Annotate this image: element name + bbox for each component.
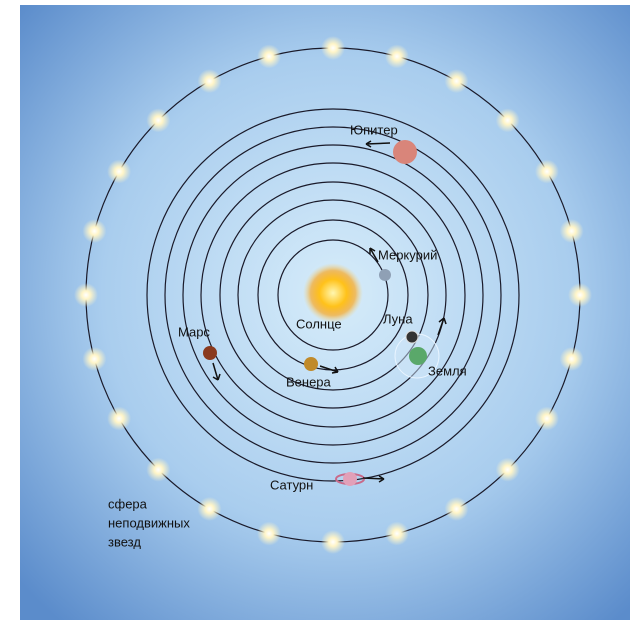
moon	[406, 331, 418, 343]
star	[445, 69, 469, 93]
star	[82, 219, 106, 243]
label: Земля	[428, 363, 467, 378]
star	[321, 530, 345, 554]
label: неподвижных	[108, 515, 190, 530]
label: Юпитер	[350, 122, 398, 137]
star	[496, 458, 520, 482]
star	[74, 283, 98, 307]
label: Луна	[383, 311, 413, 326]
label: звезд	[108, 534, 141, 549]
label: Солнце	[296, 316, 342, 331]
star	[445, 497, 469, 521]
star	[107, 160, 131, 184]
star	[146, 458, 170, 482]
star	[82, 347, 106, 371]
star	[496, 108, 520, 132]
star	[560, 347, 584, 371]
star	[568, 283, 592, 307]
jupiter	[393, 140, 417, 164]
label: сфера	[108, 496, 148, 511]
star	[321, 36, 345, 60]
earth	[409, 347, 427, 365]
label: Венера	[286, 374, 332, 389]
star	[535, 160, 559, 184]
star	[107, 407, 131, 431]
diagram: Юпитер Меркурий Солнце Луна Марс Венера …	[0, 0, 639, 624]
star	[198, 69, 222, 93]
star	[257, 44, 281, 68]
label: Меркурий	[378, 247, 437, 262]
sun	[303, 263, 363, 323]
mercury	[379, 269, 391, 281]
star	[560, 219, 584, 243]
star	[198, 497, 222, 521]
star	[385, 44, 409, 68]
star	[146, 108, 170, 132]
star	[257, 522, 281, 546]
star	[535, 407, 559, 431]
saturn	[343, 472, 357, 486]
venus	[304, 357, 318, 371]
label: Марс	[178, 324, 210, 339]
label: Сатурн	[270, 477, 313, 492]
star	[385, 522, 409, 546]
mars	[203, 346, 217, 360]
